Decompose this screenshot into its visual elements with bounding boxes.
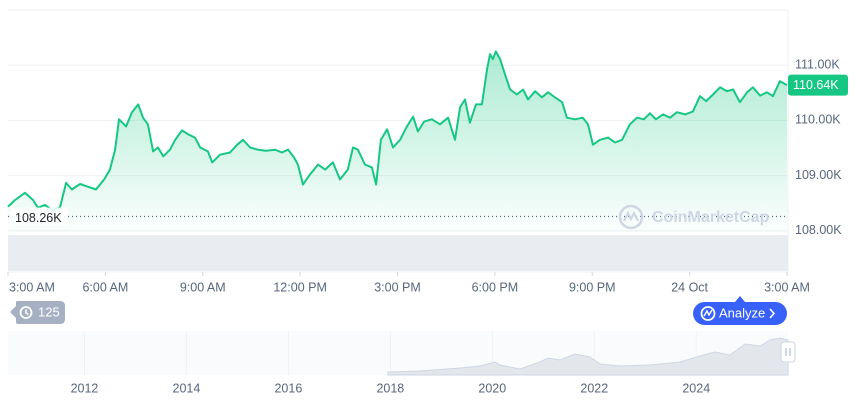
reference-label-bg <box>10 207 68 226</box>
x-tick-label: 24 Oct <box>671 280 708 294</box>
x-tick-label: 9:00 PM <box>569 280 616 294</box>
y-tick-label: 108.00K <box>795 223 842 237</box>
x-tick-label: 12:00 PM <box>273 280 327 294</box>
overview-handle[interactable] <box>780 341 796 363</box>
current-price-label: 110.64K <box>793 78 839 92</box>
overview-year-label: 2022 <box>580 381 608 395</box>
price-area <box>8 51 787 233</box>
y-tick-label: 111.00K <box>795 58 840 72</box>
y-tick-label: 110.00K <box>795 113 841 127</box>
overview-year-label: 2024 <box>682 381 710 395</box>
x-tick-label: 6:00 AM <box>82 280 128 294</box>
overview-area <box>387 337 789 376</box>
watermark-text: CoinMarketCap <box>652 209 770 226</box>
reference-label: 108.26K <box>15 211 62 225</box>
price-line <box>7 50 788 211</box>
x-tick-label: 9:00 AM <box>180 280 226 294</box>
current-price-badge <box>788 74 848 96</box>
x-tick-label: 3:00 PM <box>374 280 421 294</box>
overview-year-label: 2016 <box>274 381 302 395</box>
x-tick-label: 3:00 AM <box>9 280 55 294</box>
volume-bars <box>8 235 788 271</box>
overview-year-label: 2014 <box>173 381 201 395</box>
overview-year-label: 2020 <box>478 381 506 395</box>
history-count: 125 <box>38 304 60 319</box>
overview-year-label: 2018 <box>376 381 404 395</box>
x-tick-label: 3:00 AM <box>764 280 810 294</box>
x-tick-label: 6:00 PM <box>472 280 519 294</box>
analyze-label[interactable]: Analyze <box>719 305 765 320</box>
history-badge[interactable]: 125 <box>10 301 65 324</box>
y-tick-label: 109.00K <box>795 168 842 182</box>
overview-year-label: 2012 <box>71 381 99 395</box>
analyze-button[interactable]: Analyze <box>693 296 787 325</box>
watermark: CoinMarketCap <box>618 204 770 230</box>
